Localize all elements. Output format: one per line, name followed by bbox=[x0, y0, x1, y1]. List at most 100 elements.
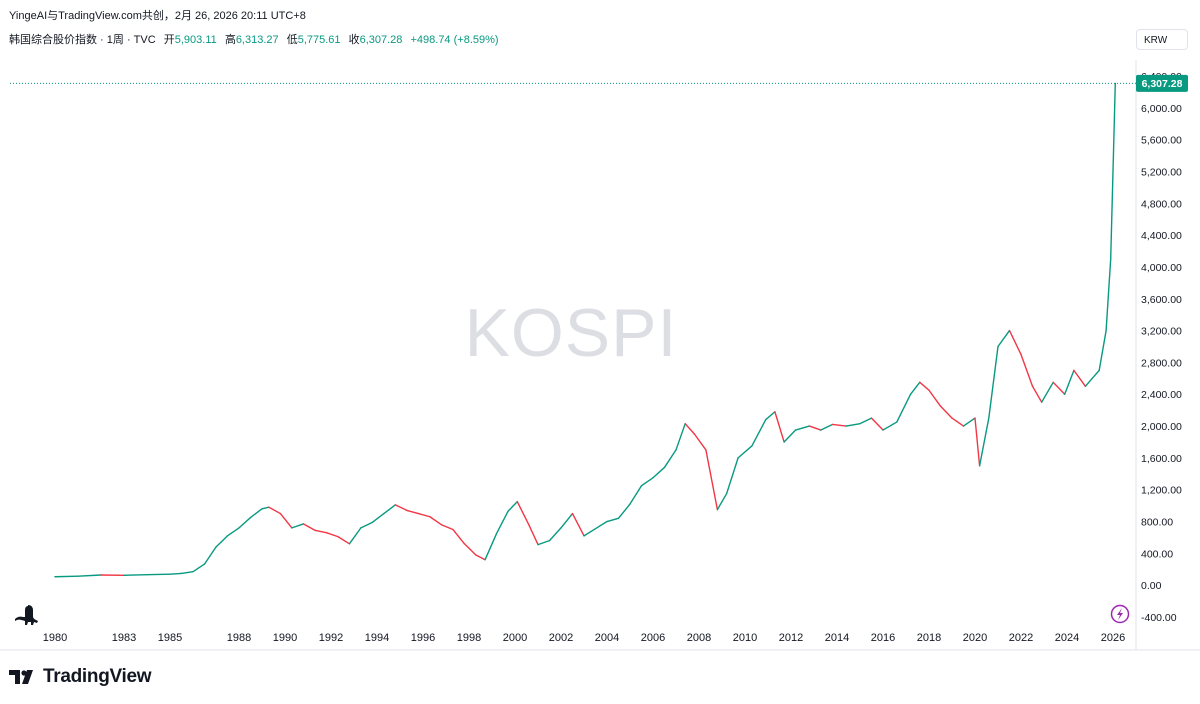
y-tick-label: 400.00 bbox=[1141, 548, 1173, 560]
series-segment bbox=[1091, 369, 1100, 380]
x-tick-label: 2010 bbox=[733, 632, 757, 644]
last-price-tag: 6,307.28 bbox=[1136, 74, 1188, 92]
series-segment bbox=[417, 512, 431, 518]
series-segment bbox=[537, 539, 551, 546]
symbol-watermark: KOSPI bbox=[464, 295, 678, 371]
series-segment bbox=[859, 417, 873, 425]
series-segment bbox=[1052, 381, 1066, 395]
y-tick-label: 5,600.00 bbox=[1141, 135, 1182, 147]
series-segment bbox=[484, 532, 498, 561]
series-segment bbox=[560, 512, 574, 529]
series-segment bbox=[882, 421, 898, 431]
chart-attribution: YingeAI与TradingView.com共创，2月 26, 2026 20… bbox=[9, 10, 306, 22]
series-segment bbox=[794, 425, 811, 431]
series-segment bbox=[54, 575, 79, 578]
series-segment bbox=[896, 393, 912, 423]
y-tick-label: 800.00 bbox=[1141, 517, 1173, 529]
series-segment bbox=[1105, 258, 1112, 332]
series-segment bbox=[939, 405, 953, 419]
series-segment bbox=[928, 389, 942, 407]
series-segment bbox=[629, 485, 643, 505]
open-label: 开 bbox=[163, 34, 175, 46]
series-segment bbox=[348, 527, 362, 545]
series-segment bbox=[226, 527, 240, 537]
series-segment bbox=[291, 523, 305, 529]
tradingview-logo-icon bbox=[9, 670, 33, 684]
series-segment bbox=[808, 425, 822, 431]
series-segment bbox=[684, 422, 696, 435]
series-segment bbox=[383, 504, 397, 515]
series-segment bbox=[452, 528, 466, 545]
y-tick-label: 0.00 bbox=[1141, 580, 1162, 592]
series-segment bbox=[123, 573, 148, 577]
series-segment bbox=[831, 423, 847, 427]
series-segment bbox=[180, 570, 194, 575]
time-axis: 1980 1983 1985 1988 1990 1992 1994 1996 1998 2000… bbox=[43, 632, 1125, 644]
series-segment bbox=[1073, 369, 1087, 387]
y-tick-label: 1,200.00 bbox=[1141, 485, 1182, 497]
x-tick-label: 2022 bbox=[1009, 632, 1033, 644]
series-segment bbox=[693, 433, 707, 451]
high-label: 高 bbox=[224, 34, 236, 46]
series-segment bbox=[371, 512, 385, 524]
series-segment bbox=[571, 512, 585, 537]
series-segment bbox=[302, 523, 316, 531]
series-segment bbox=[1008, 329, 1022, 356]
series-segment bbox=[463, 543, 477, 556]
currency-button[interactable]: KRW bbox=[1136, 29, 1188, 50]
series-segment bbox=[528, 524, 539, 546]
series-segment bbox=[1031, 385, 1043, 403]
series-segment bbox=[360, 521, 374, 529]
series-segment bbox=[663, 449, 677, 469]
x-tick-label: 1998 bbox=[457, 632, 481, 644]
y-tick-label: 1,600.00 bbox=[1141, 453, 1182, 465]
series-segment bbox=[516, 500, 530, 526]
close-label: 收 bbox=[348, 34, 360, 46]
y-tick-label: 5,200.00 bbox=[1141, 166, 1182, 178]
y-tick-label: 6,000.00 bbox=[1141, 103, 1182, 115]
series-segment bbox=[594, 520, 608, 530]
y-tick-label: -400.00 bbox=[1141, 612, 1177, 624]
x-tick-label: 1980 bbox=[43, 632, 67, 644]
series-segment bbox=[169, 572, 183, 575]
series-segment bbox=[507, 500, 518, 512]
x-tick-label: 2002 bbox=[549, 632, 573, 644]
x-tick-label: 2016 bbox=[871, 632, 895, 644]
x-tick-label: 2012 bbox=[779, 632, 803, 644]
series-segment bbox=[1084, 377, 1094, 387]
series-segment bbox=[617, 503, 631, 520]
symbol-label[interactable]: 韩国综合股价指数 · 1周 · TVC bbox=[9, 34, 156, 46]
series-segment bbox=[751, 418, 767, 447]
series-segment bbox=[705, 449, 719, 511]
series-segment bbox=[394, 504, 408, 512]
series-segment bbox=[261, 506, 270, 510]
x-tick-label: 2004 bbox=[595, 632, 619, 644]
y-tick-label: 3,200.00 bbox=[1141, 326, 1182, 338]
x-tick-label: 2024 bbox=[1055, 632, 1079, 644]
series-segment bbox=[495, 510, 509, 535]
x-tick-label: 1988 bbox=[227, 632, 251, 644]
lightning-icon[interactable] bbox=[1110, 604, 1130, 624]
open-value: 5,903.11 bbox=[174, 34, 217, 46]
series-segment bbox=[429, 516, 443, 526]
series-segment bbox=[279, 512, 293, 529]
series-segment bbox=[951, 417, 965, 427]
x-tick-label: 2008 bbox=[687, 632, 711, 644]
y-tick-label: 4,400.00 bbox=[1141, 230, 1182, 242]
series-segment bbox=[238, 516, 252, 529]
series-segment bbox=[997, 329, 1011, 348]
series-segment bbox=[988, 345, 999, 419]
close-value: 6,307.28 bbox=[359, 34, 403, 46]
series-segment bbox=[675, 422, 686, 451]
low-value: 5,775.61 bbox=[297, 34, 341, 46]
series-segment bbox=[765, 411, 776, 421]
series-segment bbox=[870, 417, 884, 431]
x-tick-label: 2020 bbox=[963, 632, 987, 644]
series-segment bbox=[215, 535, 229, 548]
series-segment bbox=[548, 527, 562, 542]
high-value: 6,313.27 bbox=[235, 34, 279, 46]
x-tick-label: 1992 bbox=[319, 632, 343, 644]
dinosaur-logo-icon[interactable] bbox=[15, 605, 38, 625]
x-tick-label: 2006 bbox=[641, 632, 665, 644]
